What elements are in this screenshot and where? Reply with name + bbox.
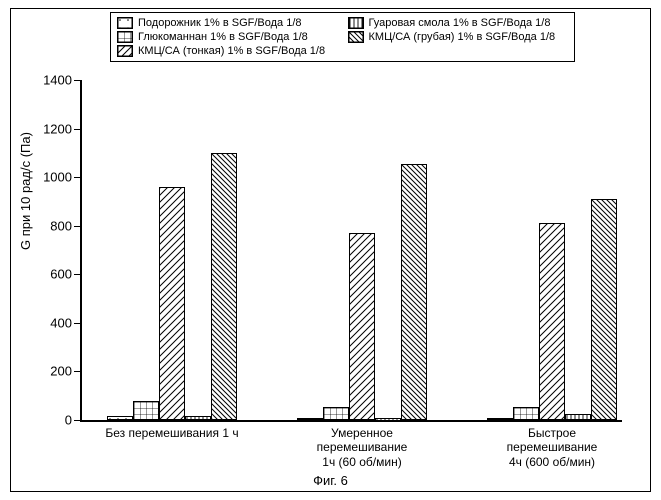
figure-caption: Фиг. 6 xyxy=(0,473,661,488)
y-tick-label: 1000 xyxy=(22,170,72,185)
x-tick-label: Без перемешивания 1 ч xyxy=(77,426,267,440)
y-tick xyxy=(74,371,82,372)
bar-cmc_coarse xyxy=(591,199,617,420)
chart-container: Подорожник 1% в SGF/Вода 1/8 Гуаровая смо… xyxy=(0,0,661,500)
y-tick xyxy=(74,226,82,227)
cmc_fine-swatch xyxy=(117,45,133,57)
bar-guar xyxy=(375,418,401,420)
legend-item: КМЦ/СА (грубая) 1% в SGF/Вода 1/8 xyxy=(348,31,569,43)
bar-cmc_fine xyxy=(539,223,565,420)
y-tick xyxy=(74,274,82,275)
glucomannan-swatch xyxy=(117,31,133,43)
bar-psyllium xyxy=(107,416,133,420)
plot-area: 0200400600800100012001400Без перемешиван… xyxy=(80,80,622,422)
guar-swatch xyxy=(348,17,364,29)
y-tick-label: 1400 xyxy=(22,73,72,88)
y-tick xyxy=(74,129,82,130)
y-tick-label: 0 xyxy=(22,413,72,428)
legend-item: Гуаровая смола 1% в SGF/Вода 1/8 xyxy=(348,17,569,29)
legend-item: КМЦ/СА (тонкая) 1% в SGF/Вода 1/8 xyxy=(117,45,338,57)
y-tick-label: 600 xyxy=(22,267,72,282)
y-tick-label: 200 xyxy=(22,364,72,379)
legend: Подорожник 1% в SGF/Вода 1/8 Гуаровая смо… xyxy=(110,12,575,62)
bar-glucomannan xyxy=(133,401,159,420)
legend-label: Гуаровая смола 1% в SGF/Вода 1/8 xyxy=(369,17,551,29)
bar-cmc_coarse xyxy=(211,153,237,420)
bar-psyllium xyxy=(487,418,513,420)
legend-label: Глюкоманнан 1% в SGF/Вода 1/8 xyxy=(138,31,308,43)
bar-guar xyxy=(185,416,211,420)
bar-glucomannan xyxy=(323,407,349,420)
y-tick-label: 800 xyxy=(22,218,72,233)
y-tick xyxy=(74,323,82,324)
y-tick-label: 1200 xyxy=(22,121,72,136)
x-tick-label: Умеренноеперемешивание1ч (60 об/мин) xyxy=(267,426,457,469)
legend-label: КМЦ/СА (грубая) 1% в SGF/Вода 1/8 xyxy=(369,31,556,43)
x-tick-label: Быстроеперемешивание4ч (600 об/мин) xyxy=(457,426,647,469)
bar-psyllium xyxy=(297,418,323,420)
bar-cmc_coarse xyxy=(401,164,427,420)
legend-item: Подорожник 1% в SGF/Вода 1/8 xyxy=(117,17,338,29)
legend-label: Подорожник 1% в SGF/Вода 1/8 xyxy=(138,17,302,29)
bar-cmc_fine xyxy=(159,187,185,420)
y-tick xyxy=(74,80,82,81)
legend-item: Глюкоманнан 1% в SGF/Вода 1/8 xyxy=(117,31,338,43)
bar-guar xyxy=(565,414,591,420)
y-tick xyxy=(74,420,82,421)
psyllium-swatch xyxy=(117,17,133,29)
legend-label: КМЦ/СА (тонкая) 1% в SGF/Вода 1/8 xyxy=(138,45,325,57)
bar-cmc_fine xyxy=(349,233,375,420)
cmc_coarse-swatch xyxy=(348,31,364,43)
y-tick xyxy=(74,177,82,178)
bar-glucomannan xyxy=(513,407,539,420)
y-tick-label: 400 xyxy=(22,315,72,330)
